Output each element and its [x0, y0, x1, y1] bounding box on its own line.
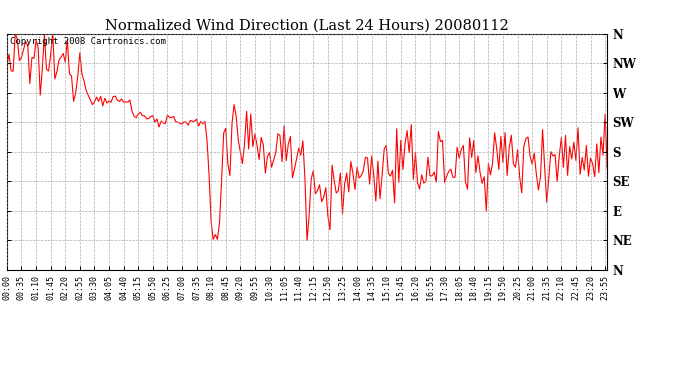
Title: Normalized Wind Direction (Last 24 Hours) 20080112: Normalized Wind Direction (Last 24 Hours…: [105, 19, 509, 33]
Text: Copyright 2008 Cartronics.com: Copyright 2008 Cartronics.com: [10, 37, 166, 46]
